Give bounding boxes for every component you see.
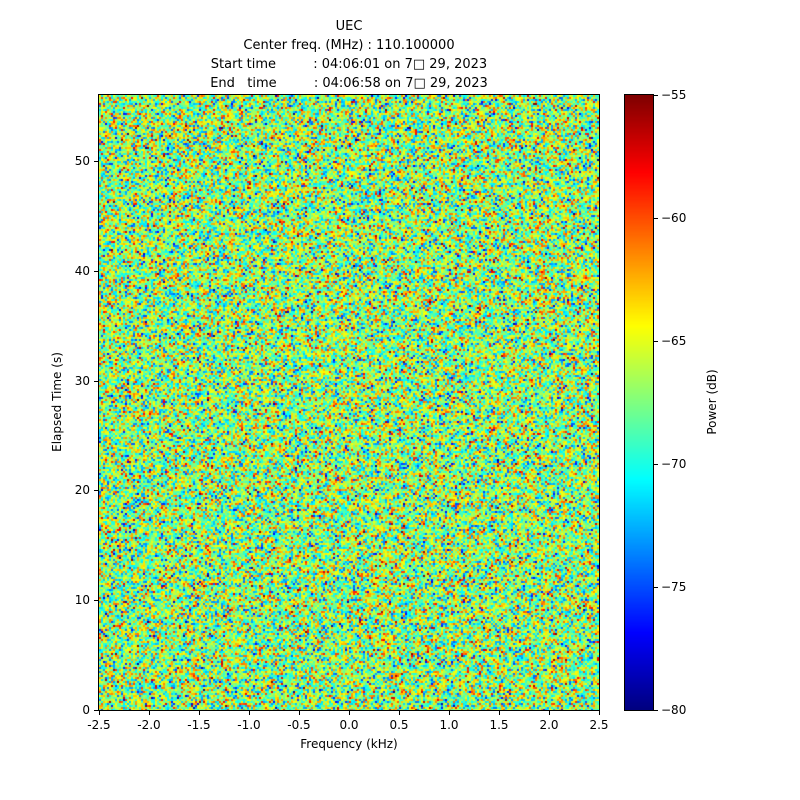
- x-tick-label: -1.0: [237, 718, 261, 732]
- x-tick-mark: [299, 711, 300, 715]
- x-tick-mark: [199, 711, 200, 715]
- y-tick-mark: [94, 710, 98, 711]
- x-tick-label: -2.5: [87, 718, 111, 732]
- colorbar-label: Power (dB): [705, 369, 719, 435]
- y-tick-mark: [94, 381, 98, 382]
- figure-header: UEC Center freq. (MHz) : 110.100000 Star…: [99, 17, 599, 93]
- spectrogram-heatmap: [99, 95, 599, 710]
- x-tick-label: 2.5: [589, 718, 609, 732]
- y-tick-mark: [94, 490, 98, 491]
- y-tick-label: 40: [74, 264, 90, 278]
- heatmap-frame: [98, 94, 600, 711]
- y-tick-label: 0: [82, 703, 90, 717]
- colorbar-tick-mark: [654, 710, 658, 711]
- colorbar-tick-mark: [654, 218, 658, 219]
- x-tick-mark: [249, 711, 250, 715]
- colorbar-frame: [624, 94, 654, 711]
- x-tick-mark: [349, 711, 350, 715]
- colorbar-tick-label: −70: [661, 457, 687, 471]
- x-tick-mark: [399, 711, 400, 715]
- x-tick-label: -0.5: [287, 718, 311, 732]
- y-axis-label: Elapsed Time (s): [50, 352, 64, 452]
- x-axis-label: Frequency (kHz): [300, 737, 398, 751]
- colorbar-tick-label: −80: [661, 703, 687, 717]
- colorbar-gradient: [625, 95, 653, 710]
- y-tick-label: 50: [74, 154, 90, 168]
- end-time-line: End time : 04:06:58 on 7□ 29, 2023: [210, 76, 488, 91]
- y-tick-label: 20: [74, 483, 90, 497]
- x-tick-mark: [99, 711, 100, 715]
- center-freq-line: Center freq. (MHz) : 110.100000: [243, 38, 455, 53]
- x-tick-label: 1.0: [439, 718, 459, 732]
- x-tick-label: 2.0: [539, 718, 559, 732]
- colorbar-tick-label: −55: [661, 88, 687, 102]
- plot-title: UEC: [335, 19, 363, 34]
- colorbar-tick-mark: [654, 464, 658, 465]
- colorbar-tick-mark: [654, 95, 658, 96]
- x-tick-mark: [549, 711, 550, 715]
- x-tick-label: 0.0: [339, 718, 359, 732]
- colorbar-tick-label: −75: [661, 580, 687, 594]
- y-tick-label: 30: [74, 374, 90, 388]
- y-tick-mark: [94, 600, 98, 601]
- y-tick-mark: [94, 161, 98, 162]
- y-tick-label: 10: [74, 593, 90, 607]
- colorbar-tick-label: −65: [661, 334, 687, 348]
- x-tick-label: -2.0: [137, 718, 161, 732]
- start-time-line: Start time : 04:06:01 on 7□ 29, 2023: [210, 57, 488, 72]
- x-tick-mark: [499, 711, 500, 715]
- y-tick-mark: [94, 271, 98, 272]
- x-tick-label: 0.5: [389, 718, 409, 732]
- x-tick-mark: [449, 711, 450, 715]
- x-tick-label: -1.5: [187, 718, 211, 732]
- colorbar-tick-mark: [654, 587, 658, 588]
- x-tick-mark: [599, 711, 600, 715]
- colorbar-tick-mark: [654, 341, 658, 342]
- colorbar-tick-label: −60: [661, 211, 687, 225]
- x-tick-mark: [149, 711, 150, 715]
- x-tick-label: 1.5: [489, 718, 509, 732]
